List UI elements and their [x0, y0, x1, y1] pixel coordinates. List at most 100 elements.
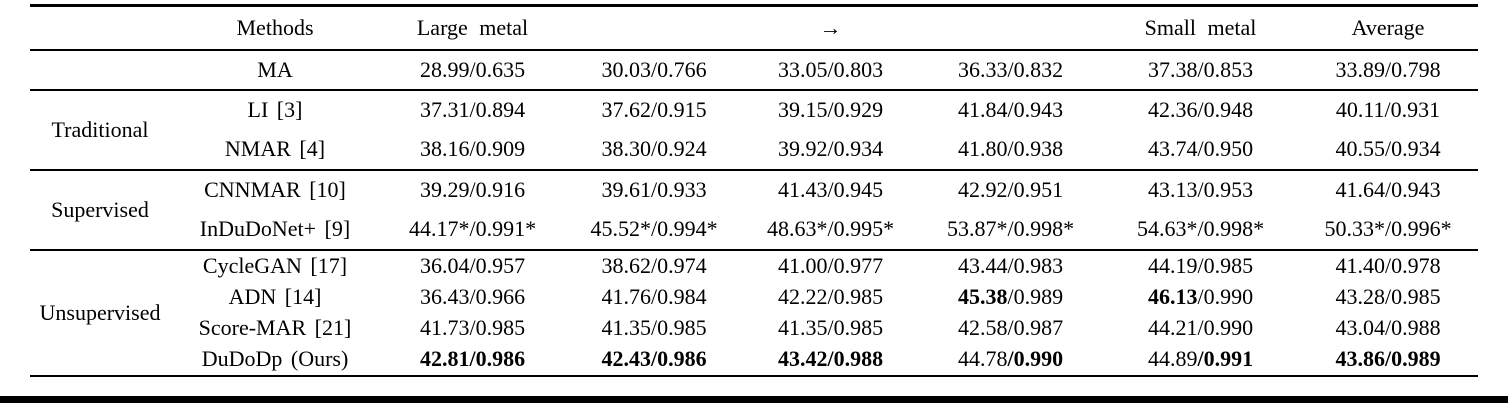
ssim-value: 0.983 — [1013, 252, 1064, 278]
metric-cell: 40.55/0.934 — [1298, 130, 1478, 170]
ssim-value: 0.803 — [833, 56, 884, 82]
slash-separator: / — [650, 97, 658, 122]
slash-separator: / — [469, 283, 476, 309]
slash-separator: / — [1384, 346, 1392, 372]
slash-separator: / — [469, 136, 476, 161]
psnr-value: 43.28 — [1335, 283, 1385, 309]
slash-separator: / — [1197, 216, 1204, 241]
psnr-value: 50.33* — [1324, 216, 1385, 241]
slash-separator: / — [827, 315, 834, 341]
psnr-value: 41.00 — [777, 252, 828, 278]
psnr-value: 43.44 — [957, 252, 1008, 278]
slash-separator: / — [469, 216, 476, 241]
psnr-value: 41.80 — [957, 136, 1008, 161]
ssim-value: 0.929 — [833, 97, 884, 122]
metric-cell: 44.21/0.990 — [1103, 313, 1298, 345]
metric-cell: 33.05/0.803 — [743, 50, 918, 90]
ssim-value: 0.924 — [657, 136, 707, 161]
ssim-value: 0.985 — [1203, 252, 1254, 278]
slash-separator: / — [1007, 177, 1014, 202]
table-row: Score-MAR [21] 41.73/0.985 41.35/0.985 41.3… — [30, 313, 1478, 345]
metric-cell: 42.58/0.987 — [918, 313, 1103, 345]
ssim-value: 0.998* — [1013, 216, 1075, 241]
results-table: Methods Large metal → Small metal Averag… — [30, 4, 1478, 377]
slash-separator: / — [827, 177, 834, 202]
metric-cell: 37.31/0.894 — [380, 90, 565, 130]
psnr-value: 41.76 — [601, 283, 651, 309]
slash-separator: / — [1197, 56, 1204, 82]
slash-separator: / — [1384, 216, 1392, 241]
slash-separator: / — [650, 177, 658, 202]
psnr-value: 44.89 — [1147, 346, 1198, 372]
ssim-value: 0.985 — [833, 315, 884, 341]
slash-separator: / — [469, 97, 476, 122]
slash-separator: / — [1007, 346, 1014, 372]
slash-separator: / — [1197, 136, 1204, 161]
psnr-value: 44.21 — [1147, 315, 1198, 341]
slash-separator: / — [1197, 97, 1204, 122]
ssim-value: 0.994* — [657, 216, 718, 241]
metric-cell: 30.03/0.766 — [565, 50, 743, 90]
slash-separator: / — [650, 283, 658, 309]
corner-cell — [30, 6, 170, 50]
slash-separator: / — [469, 346, 476, 372]
psnr-value: 42.43 — [601, 346, 651, 372]
psnr-value: 41.84 — [957, 97, 1008, 122]
psnr-value: 39.61 — [601, 177, 651, 202]
slash-separator: / — [1384, 252, 1392, 278]
psnr-value: 46.13 — [1147, 283, 1198, 309]
column-header-small-metal: Small metal — [1144, 14, 1257, 40]
metric-cell: 41.76/0.984 — [565, 281, 743, 313]
ssim-value: 0.989 — [1013, 283, 1064, 309]
slash-separator: / — [1197, 283, 1204, 309]
ssim-value: 0.894 — [475, 97, 526, 122]
metric-cell: 43.42/0.988 — [743, 344, 918, 376]
table-row: Traditional LI [3] 37.31/0.894 37.62/0.915 3… — [30, 90, 1478, 141]
psnr-value: 42.22 — [777, 283, 828, 309]
psnr-value: 37.38 — [1147, 56, 1198, 82]
metric-cell: 41.00/0.977 — [743, 250, 918, 282]
metric-cell: 36.43/0.966 — [380, 281, 565, 313]
psnr-value: 41.35 — [777, 315, 828, 341]
psnr-value: 54.63* — [1136, 216, 1198, 241]
slash-separator: / — [650, 216, 658, 241]
ssim-value: 0.832 — [1013, 56, 1064, 82]
slash-separator: / — [1007, 315, 1014, 341]
right-arrow-icon: → — [819, 14, 842, 40]
method-name: DuDoDp (Ours) — [201, 346, 349, 372]
ssim-value: 0.996* — [1391, 216, 1452, 241]
ssim-value: 0.990 — [1203, 315, 1254, 341]
metric-cell: 43.28/0.985 — [1298, 281, 1478, 313]
metric-cell: 40.11/0.931 — [1298, 90, 1478, 130]
metric-cell: 44.19/0.985 — [1103, 250, 1298, 282]
metric-cell: 36.33/0.832 — [918, 50, 1103, 90]
ssim-value: 0.798 — [1391, 56, 1441, 82]
metric-cell: 43.13/0.953 — [1103, 170, 1298, 210]
psnr-value: 36.43 — [419, 283, 470, 309]
slash-separator: / — [1384, 283, 1392, 309]
psnr-value: 33.89 — [1335, 56, 1385, 82]
ssim-value: 0.915 — [657, 97, 707, 122]
psnr-value: 53.87* — [946, 216, 1008, 241]
metric-cell: 50.33*/0.996* — [1298, 210, 1478, 250]
metric-cell: 45.52*/0.994* — [565, 210, 743, 250]
ssim-value: 0.989 — [1391, 346, 1441, 372]
header-row: Methods Large metal → Small metal Averag… — [30, 6, 1478, 50]
ssim-value: 0.988 — [833, 346, 884, 372]
metric-cell: 42.36/0.948 — [1103, 90, 1298, 130]
ssim-value: 0.986 — [475, 346, 526, 372]
ssim-value: 0.966 — [475, 283, 526, 309]
metric-cell: 41.80/0.938 — [918, 130, 1103, 170]
slash-separator: / — [1384, 177, 1392, 202]
ssim-value: 0.934 — [1391, 136, 1441, 161]
slash-separator: / — [1007, 283, 1014, 309]
psnr-value: 43.13 — [1147, 177, 1198, 202]
method-name: LI [3] — [247, 97, 303, 122]
psnr-value: 43.74 — [1147, 136, 1198, 161]
slash-separator: / — [827, 136, 834, 161]
psnr-value: 41.35 — [601, 315, 651, 341]
table-row: NMAR [4] 38.16/0.909 38.30/0.924 39.92/0.93… — [30, 130, 1478, 170]
metric-cell: 28.99/0.635 — [380, 50, 565, 90]
slash-separator: / — [1007, 216, 1014, 241]
metric-cell: 43.04/0.988 — [1298, 313, 1478, 345]
